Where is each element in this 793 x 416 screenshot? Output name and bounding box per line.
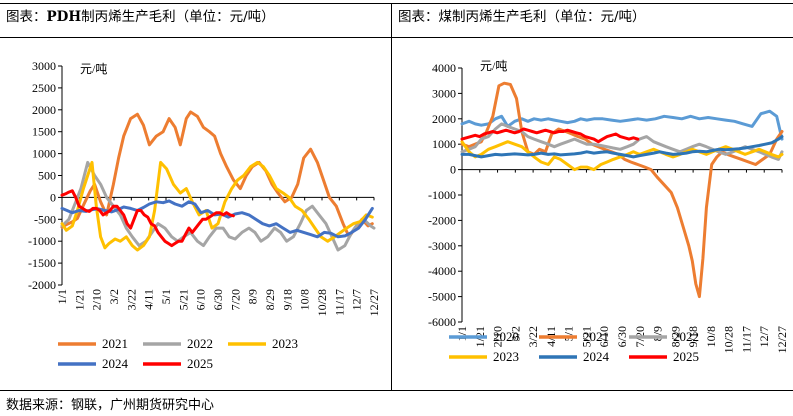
- pdh-y-tick-label: 0: [50, 190, 56, 204]
- pdh-y-tick-label: 1000: [32, 147, 56, 161]
- right-title-prefix: 图表：: [398, 9, 439, 25]
- coal-x-tick-label: 3/2: [508, 326, 522, 341]
- coal-series-2022-line: [460, 122, 784, 161]
- pdh-y-tick-label: -1000: [28, 234, 56, 248]
- coal-x-tick-label: 6/10: [597, 326, 611, 347]
- coal-x-tick-label: 12/7: [757, 326, 771, 347]
- coal-legend-label-2025: 2025: [673, 349, 699, 364]
- header-top-rule: [0, 3, 793, 4]
- coal-x-tick-label: 11/17: [739, 326, 753, 353]
- coal-x-tick-label: 5/21: [579, 326, 593, 347]
- coal-x-tick-label: 9/18: [686, 326, 700, 347]
- coal-x-tick-label: 2/10: [491, 326, 505, 347]
- left-title-rest: 制丙烯生产毛利（单位：元/吨）: [81, 9, 275, 25]
- coal-x-tick-label: 5/1: [562, 326, 576, 341]
- coal-series-2021-line: [460, 81, 784, 299]
- coal-x-tick-label: 8/9: [651, 326, 665, 341]
- pdh-x-tick-label: 10/8: [298, 289, 312, 310]
- coal-legend-label-2020: 2020: [493, 329, 519, 344]
- coal-series-2025-line: [460, 127, 640, 144]
- left-title-bold: PDH: [46, 9, 82, 25]
- pdh-y-tick-label: 3000: [32, 59, 56, 73]
- pdh-y-tick-label: 500: [38, 169, 56, 183]
- coal-x-tick-label: 10/28: [722, 326, 736, 353]
- pdh-x-tick-label: 3/22: [124, 289, 138, 310]
- coal-x-tick-label: 8/29: [668, 326, 682, 347]
- left-chart-title: 图表：PDH制丙烯生产毛利（单位：元/吨）: [6, 8, 275, 26]
- header-bottom-rule: [0, 37, 793, 38]
- pdh-legend-label-2023: 2023: [272, 336, 298, 351]
- pdh-x-tick-label: 9/18: [280, 289, 294, 310]
- pdh-legend-label-2021: 2021: [102, 336, 128, 351]
- coal-series-2024-line: [460, 135, 784, 159]
- pdh-x-tick-label: 10/28: [315, 289, 329, 316]
- pdh-x-tick-label: 5/1: [159, 289, 173, 304]
- coal-y-tick-label: -1000: [428, 188, 456, 202]
- pdh-y-tick-label: -2000: [28, 278, 56, 292]
- pdh-series-2021-line: [60, 110, 374, 239]
- coal-y-tick-label: 3000: [432, 86, 456, 100]
- pdh-x-tick-label: 5/21: [176, 289, 190, 310]
- pdh-y-tick-label: 2000: [32, 103, 56, 117]
- pdh-legend-label-2024: 2024: [102, 356, 129, 371]
- pdh-x-tick-label: 8/29: [263, 289, 277, 310]
- pdh-y-tick-label: -1500: [28, 256, 56, 270]
- coal-y-tick-label: 1000: [432, 137, 456, 151]
- panel-divider: [391, 3, 392, 391]
- pdh-y-tick-label: 2500: [32, 81, 56, 95]
- footer-rule: [0, 390, 793, 391]
- pdh-x-tick-label: 8/9: [246, 289, 260, 304]
- coal-legend-label-2023: 2023: [493, 349, 519, 364]
- pdh-legend-label-2022: 2022: [187, 336, 213, 351]
- pdh-y-tick-label: -500: [34, 212, 56, 226]
- source-note: 数据来源：钢联，广州期货研究中心: [6, 398, 215, 413]
- coal-x-tick-label: 10/8: [704, 326, 718, 347]
- pdh-x-tick-label: 6/10: [194, 289, 208, 310]
- pdh-x-tick-label: 2/10: [90, 289, 104, 310]
- coal-legend-label-2021: 2021: [583, 329, 609, 344]
- coal-y-tick-label: 2000: [432, 112, 456, 126]
- pdh-x-tick-label: 7/20: [228, 289, 242, 310]
- pdh-legend-label-2025: 2025: [187, 356, 213, 371]
- pdh-x-tick-label: 12/7: [350, 289, 364, 310]
- coal-y-tick-label: -3000: [428, 239, 456, 253]
- coal-y-tick-label: -2000: [428, 213, 456, 227]
- coal-y-tick-label: -4000: [428, 264, 456, 278]
- coal-legend-label-2022: 2022: [673, 329, 699, 344]
- coal-legend-label-2024: 2024: [583, 349, 610, 364]
- left-title-prefix: 图表：: [6, 9, 47, 25]
- coal-x-tick-label: 12/27: [775, 326, 789, 353]
- pdh-y-tick-label: 1500: [32, 125, 56, 139]
- coal-y-tick-label: 0: [450, 163, 456, 177]
- coal-unit-label: 元/吨: [480, 59, 507, 73]
- pdh-unit-label: 元/吨: [80, 62, 107, 76]
- pdh-x-tick-label: 3/2: [107, 289, 121, 304]
- right-chart-title: 图表：煤制丙烯生产毛利（单位：元/吨）: [398, 8, 646, 26]
- pdh-series-2025-line: [60, 189, 235, 248]
- coal-x-tick-label: 1/1: [455, 326, 469, 341]
- right-title-rest: 煤制丙烯生产毛利（单位：元/吨）: [438, 9, 646, 25]
- pdh-x-tick-label: 1/1: [55, 289, 69, 304]
- pdh-x-tick-label: 1/21: [72, 289, 86, 310]
- coal-y-tick-label: -5000: [428, 290, 456, 304]
- pdh-x-tick-label: 6/30: [211, 289, 225, 310]
- coal-x-tick-label: 3/22: [526, 326, 540, 347]
- coal-series-2020-line: [460, 109, 784, 141]
- pdh-x-tick-label: 4/11: [142, 289, 156, 310]
- coal-x-tick-label: 6/30: [615, 326, 629, 347]
- pdh-x-tick-label: 11/17: [332, 289, 346, 316]
- coal-y-tick-label: -6000: [428, 315, 456, 329]
- coal-y-tick-label: 4000: [432, 61, 456, 75]
- pdh-x-tick-label: 12/27: [367, 289, 381, 316]
